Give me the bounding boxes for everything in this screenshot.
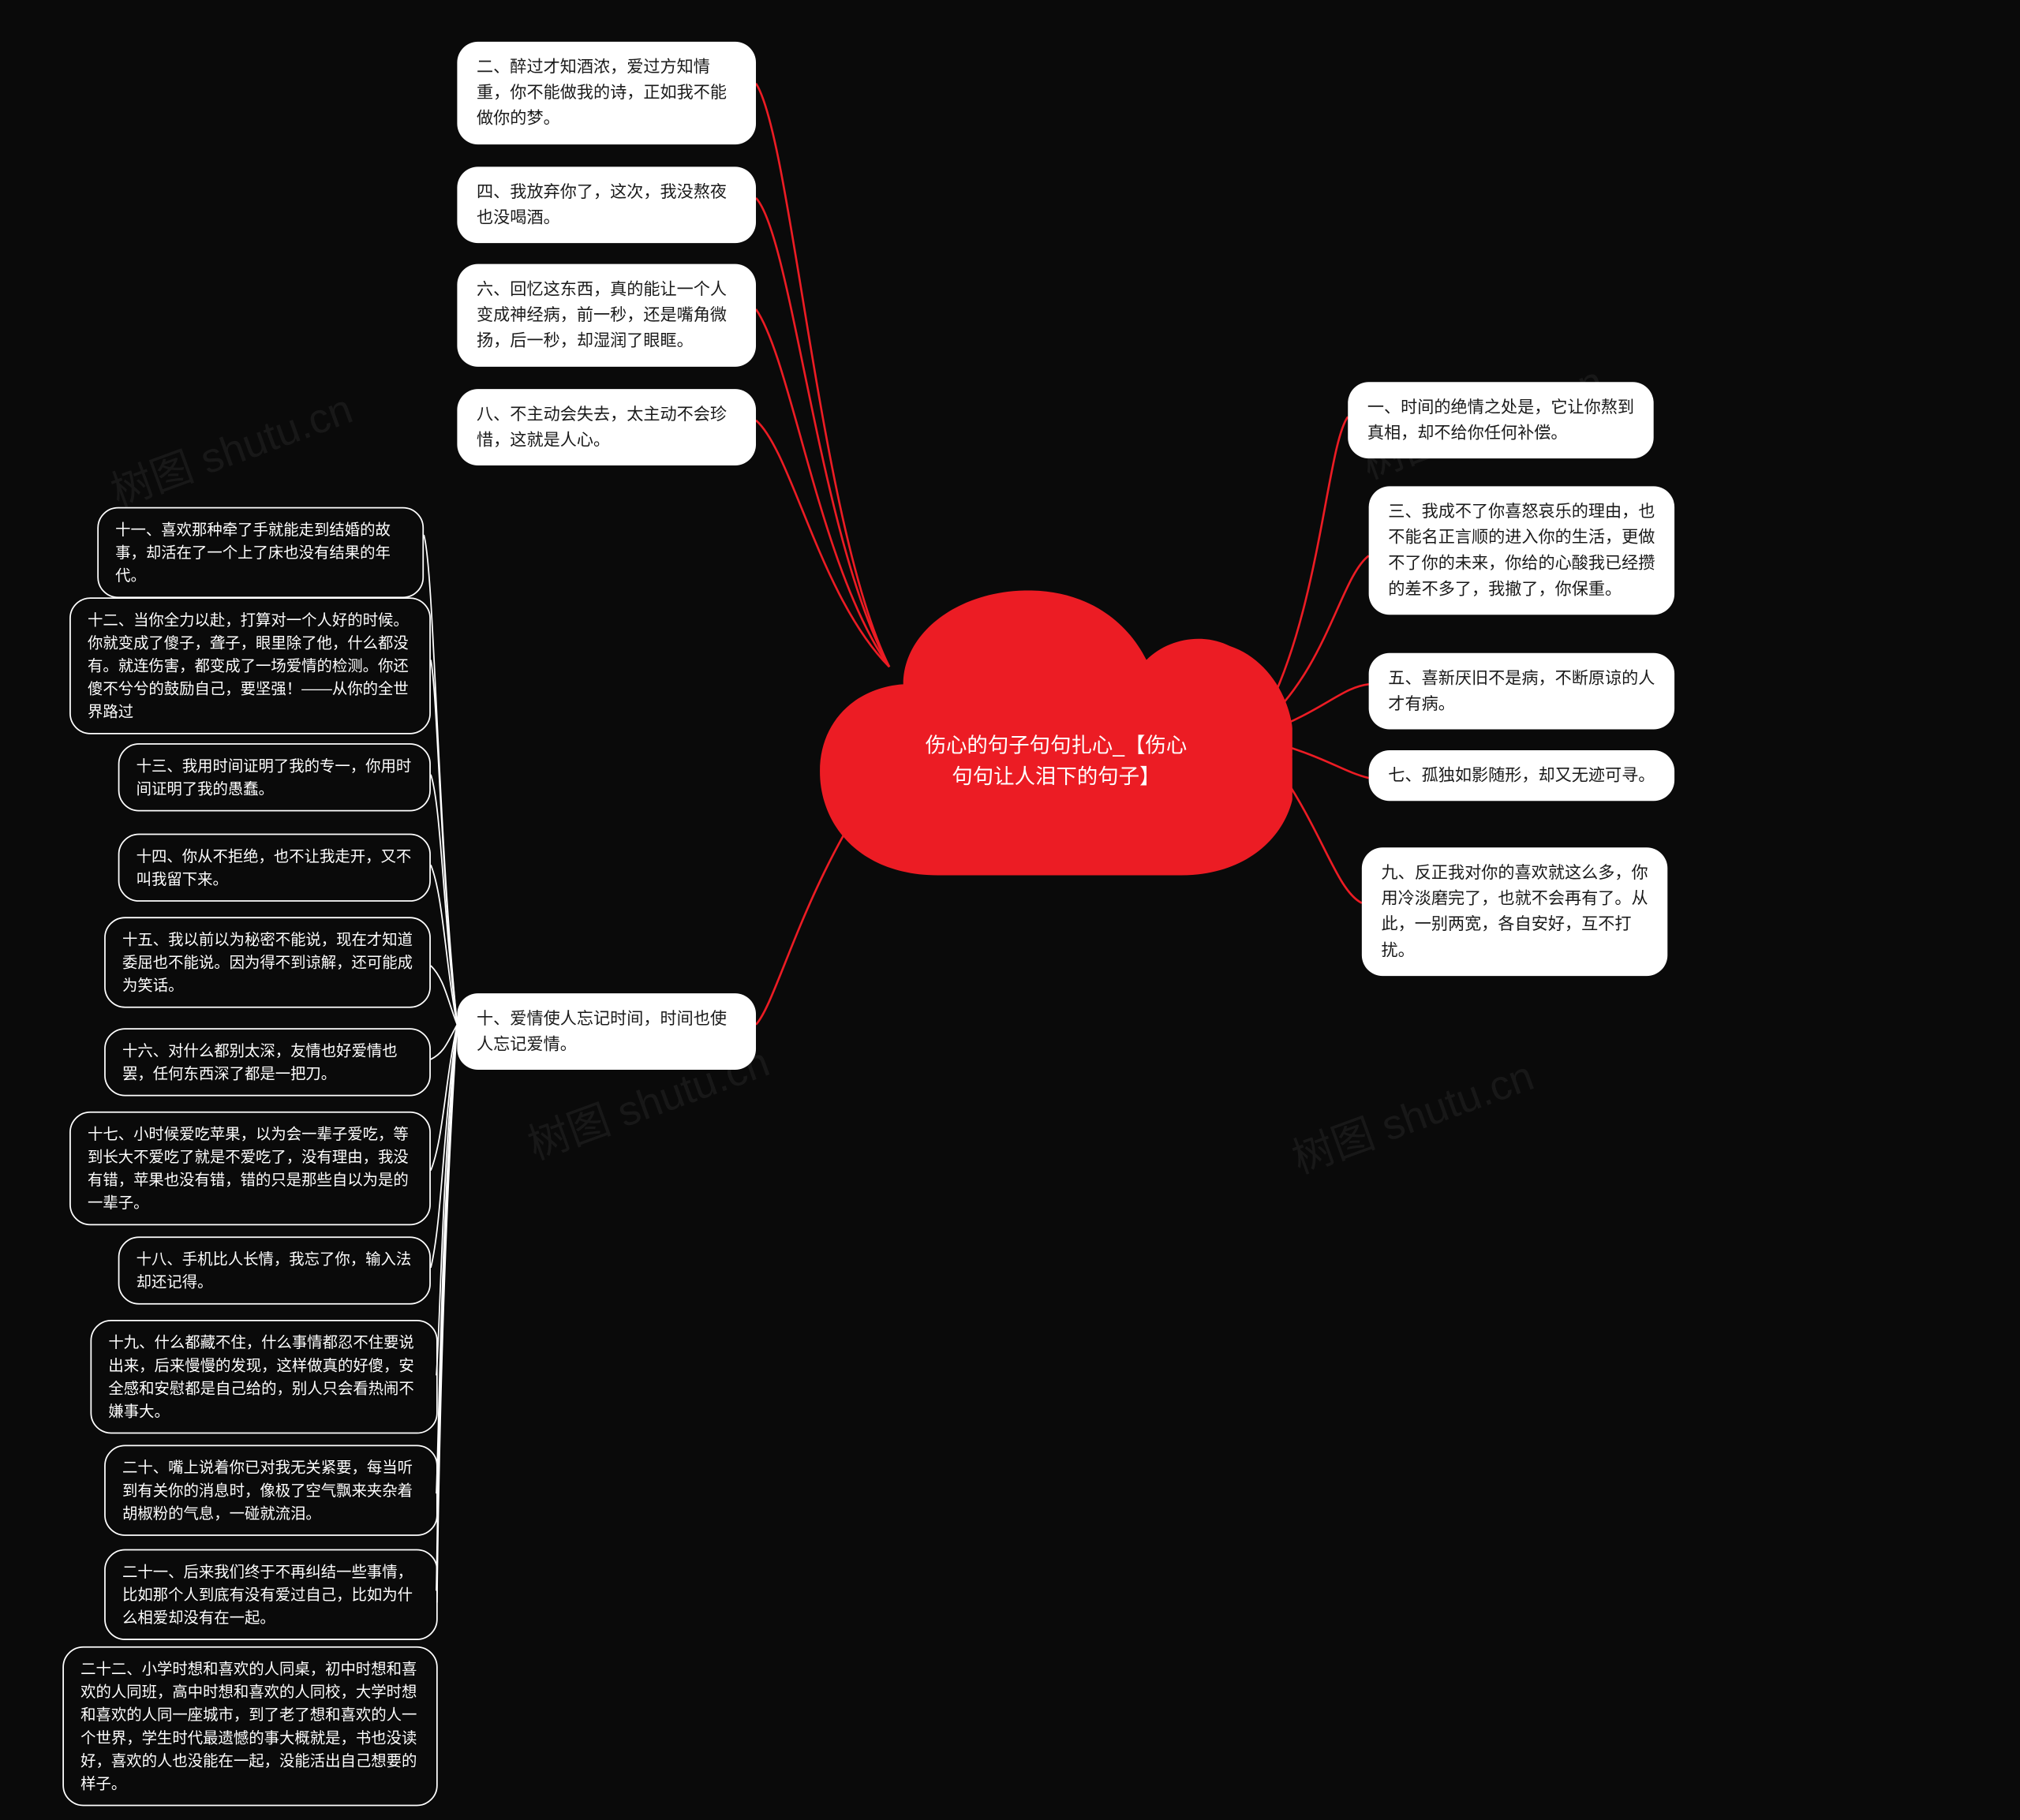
node-15[interactable]: 十五、我以前以为秘密不能说，现在才知道委屈也不能说。因为得不到谅解，还可能成为笑… [104,917,431,1007]
center-title: 伤心的句子句句扎心_【伤心句句让人泪下的句子】 [924,730,1188,792]
node-21[interactable]: 二十一、后来我们终于不再纠结一些事情，比如那个人到底有没有爱过自己，比如为什么相… [104,1549,438,1640]
node-18[interactable]: 十八、手机比人长情，我忘了你，输入法却还记得。 [118,1236,431,1304]
node-8[interactable]: 八、不主动会失去，太主动不会珍惜，这就是人心。 [457,389,756,465]
node-11[interactable]: 十一、喜欢那种牵了手就能走到结婚的故事，却活在了一个上了床也没有结果的年代。 [97,507,424,598]
node-7[interactable]: 七、孤独如影随形，却又无迹可寻。 [1369,750,1674,801]
node-6[interactable]: 六、回忆这东西，真的能让一个人变成神经病，前一秒，还是嘴角微扬，后一秒，却湿润了… [457,264,756,367]
node-13[interactable]: 十三、我用时间证明了我的专一，你用时间证明了我的愚蠢。 [118,743,431,811]
node-14[interactable]: 十四、你从不拒绝，也不让我走开，又不叫我留下来。 [118,834,431,902]
node-20[interactable]: 二十、嘴上说着你已对我无关紧要，每当听到有关你的消息时，像极了空气飘来夹杂着胡椒… [104,1445,438,1536]
node-2[interactable]: 二、醉过才知酒浓，爱过方知情重，你不能做我的诗，正如我不能做你的梦。 [457,42,756,144]
node-10-hub[interactable]: 十、爱情使人忘记时间，时间也使人忘记爱情。 [457,993,756,1070]
watermark: 树图 shutu.cn [1283,1042,1541,1185]
node-9[interactable]: 九、反正我对你的喜欢就这么多，你用冷淡磨完了，也就不会再有了。从此，一别两宽，各… [1362,847,1667,976]
node-4[interactable]: 四、我放弃你了，这次，我没熬夜也没喝酒。 [457,166,756,243]
node-1[interactable]: 一、时间的绝情之处是，它让你熬到真相，却不给你任何补偿。 [1348,382,1653,458]
center-cloud[interactable]: 伤心的句子句句扎心_【伤心句句让人泪下的句子】 [820,590,1292,875]
node-22[interactable]: 二十二、小学时想和喜欢的人同桌，初中时想和喜欢的人同班，高中时想和喜欢的人同校，… [62,1646,437,1807]
node-5[interactable]: 五、喜新厌旧不是病，不断原谅的人才有病。 [1369,653,1674,730]
node-19[interactable]: 十九、什么都藏不住，什么事情都忍不住要说出来，后来慢慢的发现，这样做真的好傻，安… [90,1320,437,1433]
node-16[interactable]: 十六、对什么都别太深，友情也好爱情也罢，任何东西深了都是一把刀。 [104,1028,431,1096]
watermark: 树图 shutu.cn [102,376,360,518]
node-12[interactable]: 十二、当你全力以赴，打算对一个人好的时候。你就变成了傻子，聋子，眼里除了他，什么… [69,597,431,734]
node-3[interactable]: 三、我成不了你喜怒哀乐的理由，也不能名正言顺的进入你的生活，更做不了你的未来，你… [1369,486,1674,615]
node-17[interactable]: 十七、小时候爱吃苹果，以为会一辈子爱吃，等到长大不爱吃了就是不爱吃了，没有理由，… [69,1112,431,1225]
